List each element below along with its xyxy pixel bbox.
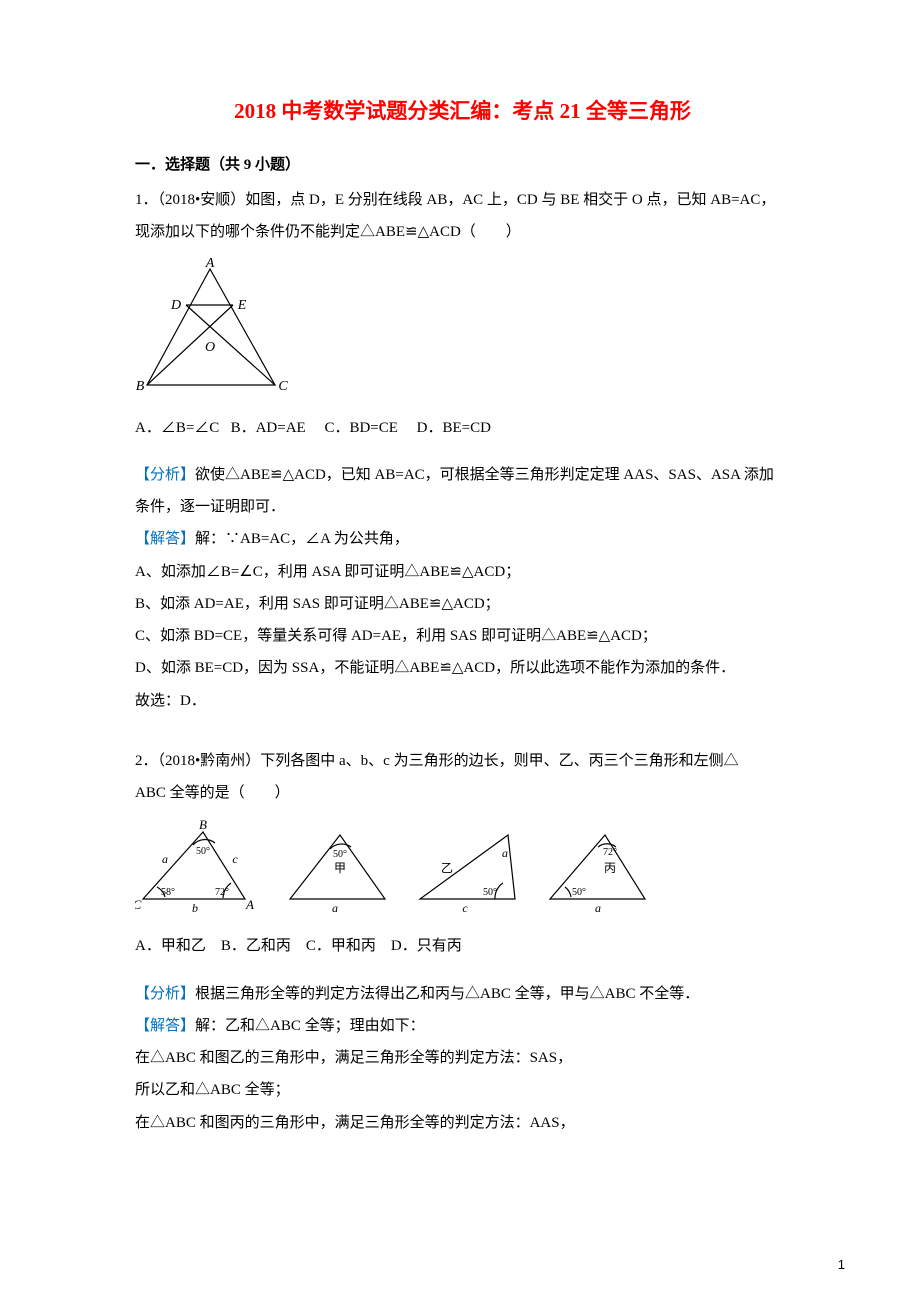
q2-analysis-text: 根据三角形全等的判定方法得出乙和丙与△ABC 全等，甲与△ABC 不全等． bbox=[195, 986, 699, 1002]
label-a4: a bbox=[595, 901, 601, 915]
q1-stem-line1: 1．（2018•安顺）如图，点 D，E 分别在线段 AB，AC 上，CD 与 B… bbox=[135, 184, 790, 216]
q2-optC: C．甲和丙 bbox=[306, 938, 376, 954]
ang72-1: 72° bbox=[215, 887, 229, 898]
ang72-4: 72° bbox=[603, 847, 617, 858]
label-c3: c bbox=[462, 901, 468, 915]
q1-options: A．∠B=∠C B．AD=AE C．BD=CE D．BE=CD bbox=[135, 412, 790, 444]
q1-optC: C．BD=CE bbox=[324, 420, 397, 436]
q1-optD: D．BE=CD bbox=[417, 420, 491, 436]
page-title: 2018 中考数学试题分类汇编：考点 21 全等三角形 bbox=[135, 95, 790, 125]
q2-optA: A．甲和乙 bbox=[135, 938, 206, 954]
bing: 丙 bbox=[604, 861, 616, 875]
q2-stem-line1: 2．（2018•黔南州）下列各图中 a、b、c 为三角形的边长，则甲、乙、丙三个… bbox=[135, 745, 790, 777]
q2-answer-line1: 【解答】解：乙和△ABC 全等；理由如下： bbox=[135, 1010, 790, 1042]
answer-tag: 【解答】 bbox=[135, 531, 195, 547]
document-page: 2018 中考数学试题分类汇编：考点 21 全等三角形 一．选择题（共 9 小题… bbox=[0, 0, 920, 1302]
q1-ans5: D、如添 BE=CD，因为 SSA，不能证明△ABE≌△ACD，所以此选项不能作… bbox=[135, 652, 790, 684]
label-E: E bbox=[237, 298, 247, 313]
label-C: C bbox=[278, 379, 288, 394]
q2-figure: B C A a c b 50° 58° 72° 50° 甲 a 50° a bbox=[135, 817, 790, 915]
label-O: O bbox=[205, 340, 215, 355]
q1-stem-line2: 现添加以下的哪个条件仍不能判定△ABE≌△ACD（ ） bbox=[135, 216, 790, 248]
q1-answer-line1: 【解答】解：∵AB=AC，∠A 为公共角， bbox=[135, 523, 790, 555]
q1-ans1: 解：∵AB=AC，∠A 为公共角， bbox=[195, 531, 409, 547]
q2-optB: B．乙和丙 bbox=[221, 938, 291, 954]
label-D: D bbox=[170, 298, 181, 313]
label-a3: a bbox=[502, 846, 508, 860]
section-header: 一．选择题（共 9 小题） bbox=[135, 153, 790, 174]
q1-ans3: B、如添 AD=AE，利用 SAS 即可证明△ABE≌△ACD； bbox=[135, 588, 790, 620]
q2-ans4: 在△ABC 和图丙的三角形中，满足三角形全等的判定方法：AAS， bbox=[135, 1107, 790, 1139]
spacer bbox=[135, 717, 790, 745]
label-b1: b bbox=[192, 901, 198, 915]
label-a1: a bbox=[162, 852, 168, 866]
jia: 甲 bbox=[334, 861, 346, 875]
label-B: B bbox=[136, 379, 145, 394]
q2-analysis: 【分析】根据三角形全等的判定方法得出乙和丙与△ABC 全等，甲与△ABC 不全等… bbox=[135, 978, 790, 1010]
page-number: 1 bbox=[838, 1257, 845, 1272]
ang50-2: 50° bbox=[333, 849, 347, 860]
q1-ans6: 故选：D． bbox=[135, 685, 790, 717]
yi: 乙 bbox=[441, 861, 453, 875]
analysis-tag: 【分析】 bbox=[135, 467, 195, 483]
q1-analysis-line2: 条件，逐一证明即可． bbox=[135, 491, 790, 523]
q2-optD: D．只有丙 bbox=[391, 938, 462, 954]
label-A2: A bbox=[245, 897, 254, 912]
ang50-1: 50° bbox=[196, 846, 210, 857]
q1-analysis-text1: 欲使△ABE≌△ACD，已知 AB=AC，可根据全等三角形判定定理 AAS、SA… bbox=[195, 467, 774, 483]
q1-ans4: C、如添 BD=CE，等量关系可得 AD=AE，利用 SAS 即可证明△ABE≌… bbox=[135, 620, 790, 652]
ang50-3: 50° bbox=[483, 887, 497, 898]
label-C2: C bbox=[135, 897, 142, 912]
q2-options: A．甲和乙 B．乙和丙 C．甲和丙 D．只有丙 bbox=[135, 930, 790, 962]
ang50-4: 50° bbox=[572, 887, 586, 898]
analysis-tag-2: 【分析】 bbox=[135, 986, 195, 1002]
q1-analysis-line1: 【分析】欲使△ABE≌△ACD，已知 AB=AC，可根据全等三角形判定定理 AA… bbox=[135, 459, 790, 491]
answer-tag-2: 【解答】 bbox=[135, 1018, 195, 1034]
q2-ans1: 解：乙和△ABC 全等；理由如下： bbox=[195, 1018, 425, 1034]
label-A: A bbox=[205, 257, 215, 271]
label-B2: B bbox=[199, 817, 207, 832]
q1-optB: B．AD=AE bbox=[231, 420, 306, 436]
label-c1: c bbox=[232, 852, 238, 866]
label-a2: a bbox=[332, 901, 338, 915]
ang58-1: 58° bbox=[161, 887, 175, 898]
q2-ans3: 所以乙和△ABC 全等； bbox=[135, 1074, 790, 1106]
q1-figure: A D E O B C bbox=[135, 257, 790, 397]
q1-ans2: A、如添加∠B=∠C，利用 ASA 即可证明△ABE≌△ACD； bbox=[135, 556, 790, 588]
q2-stem-line2: ABC 全等的是（ ） bbox=[135, 777, 790, 809]
q1-optA: A．∠B=∠C bbox=[135, 420, 219, 436]
q2-ans2: 在△ABC 和图乙的三角形中，满足三角形全等的判定方法：SAS， bbox=[135, 1042, 790, 1074]
